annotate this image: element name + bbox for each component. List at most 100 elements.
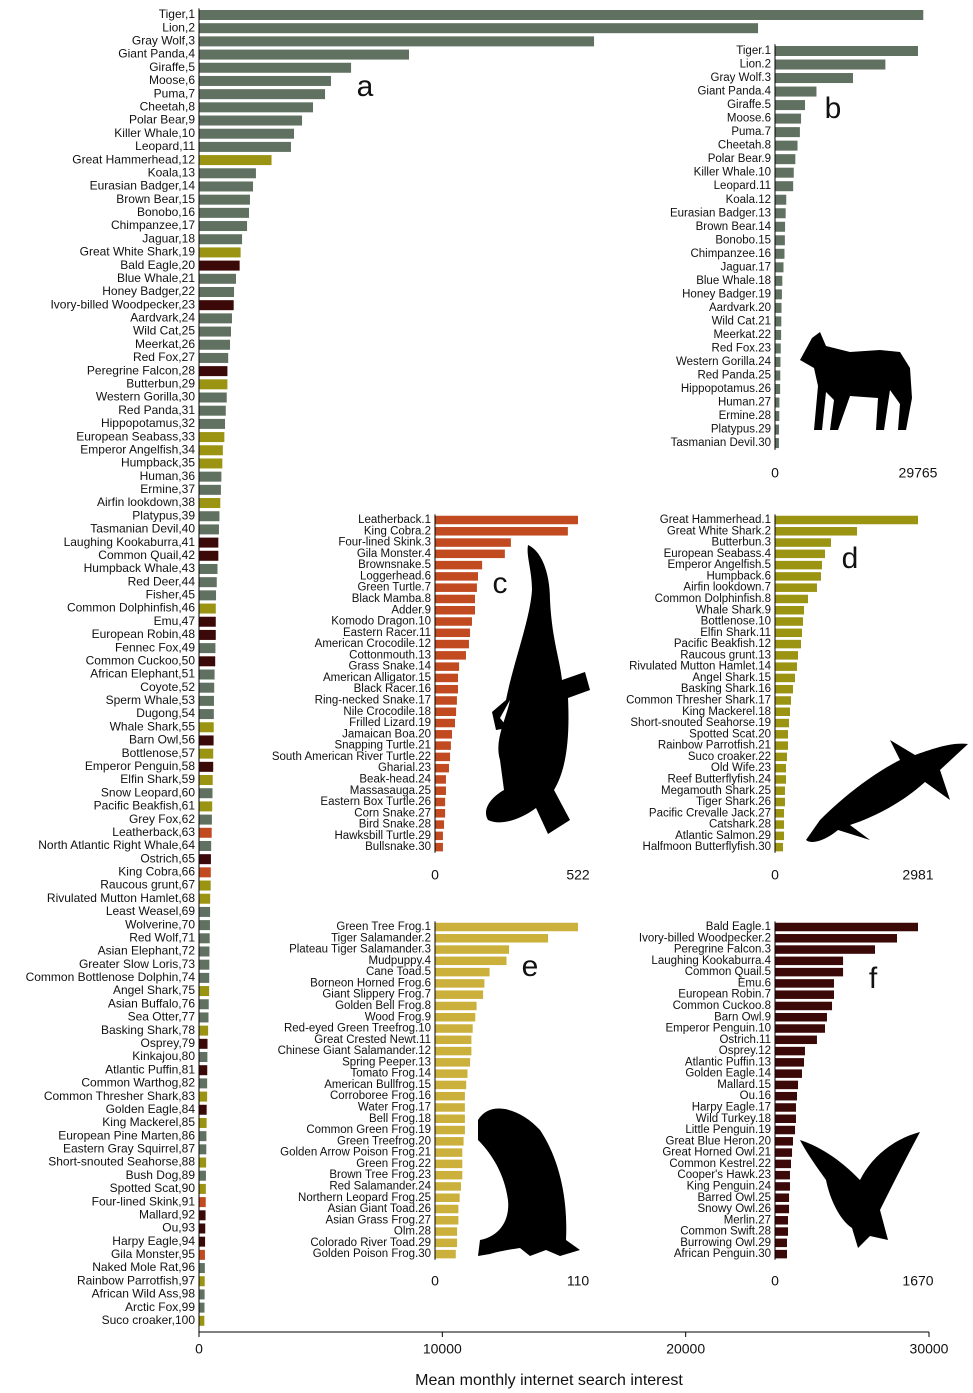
category-label: Gray Wolf,3 bbox=[132, 34, 195, 48]
x-tick-label: 0 bbox=[771, 867, 779, 883]
bar bbox=[435, 945, 509, 954]
category-label: Koala,13 bbox=[148, 165, 196, 179]
bar bbox=[775, 809, 784, 818]
bar bbox=[435, 1013, 475, 1022]
category-label: Spotted Scat,90 bbox=[110, 1181, 196, 1195]
bar bbox=[199, 920, 210, 930]
category-label: European Robin,48 bbox=[92, 627, 196, 641]
bar bbox=[775, 786, 785, 795]
category-label: Wolverine,70 bbox=[125, 917, 195, 931]
category-label: Greater Slow Loris,73 bbox=[79, 957, 195, 971]
category-label: Rainbow Parrotfish.21 bbox=[658, 740, 771, 752]
bar bbox=[199, 815, 212, 825]
bar bbox=[775, 154, 795, 164]
category-label: Golden Poison Frog.30 bbox=[313, 1248, 431, 1260]
bar bbox=[775, 1239, 787, 1248]
bar bbox=[435, 968, 490, 977]
category-label: Great Blue Heron.20 bbox=[666, 1135, 771, 1147]
bar bbox=[199, 973, 209, 983]
x-tick-label: 0 bbox=[771, 465, 779, 481]
category-label: Giraffe.5 bbox=[727, 99, 771, 111]
category-label: Red-eyed Green Treefrog.10 bbox=[284, 1023, 431, 1035]
bar bbox=[199, 155, 272, 165]
bar bbox=[775, 1193, 789, 1202]
category-label: Bald Eagle,20 bbox=[120, 258, 195, 272]
category-label: King Cobra.2 bbox=[364, 525, 431, 537]
bar bbox=[775, 527, 857, 536]
category-label: Butterbun,29 bbox=[126, 376, 195, 390]
bar bbox=[199, 287, 234, 297]
bar bbox=[199, 1078, 207, 1088]
category-label: Red Deer,44 bbox=[128, 574, 196, 588]
category-label: European Seabass.4 bbox=[664, 548, 772, 560]
category-label: Elfin Shark,59 bbox=[120, 772, 195, 786]
bar bbox=[775, 550, 825, 559]
category-label: Black Racer.16 bbox=[354, 683, 431, 695]
bar bbox=[775, 595, 808, 604]
bar bbox=[435, 1002, 477, 1011]
category-label: North Atlantic Right Whale,64 bbox=[38, 838, 195, 852]
bar bbox=[775, 1148, 792, 1157]
category-label: Suco croaker,100 bbox=[102, 1313, 196, 1327]
bar bbox=[199, 841, 211, 851]
category-label: Halfmoon Butterflyfish.30 bbox=[643, 841, 771, 853]
category-label: Great Hammerhead,12 bbox=[72, 152, 195, 166]
category-label: Barn Owl,56 bbox=[129, 733, 195, 747]
bar bbox=[199, 327, 231, 337]
bar bbox=[775, 640, 801, 649]
bar bbox=[199, 1223, 205, 1233]
bar bbox=[775, 303, 782, 313]
category-label: Fisher,45 bbox=[146, 588, 196, 602]
bar bbox=[775, 1126, 795, 1135]
bar bbox=[199, 1158, 206, 1168]
category-label: Merlin.27 bbox=[724, 1214, 771, 1226]
bar bbox=[435, 1069, 468, 1078]
bar bbox=[775, 685, 793, 694]
category-label: Humpback,35 bbox=[121, 456, 195, 470]
bar bbox=[199, 946, 209, 956]
bar bbox=[775, 425, 779, 435]
category-label: Red Fox.23 bbox=[712, 342, 771, 354]
category-label: Ring-necked Snake.17 bbox=[315, 695, 431, 707]
bar bbox=[199, 168, 256, 178]
category-label: American Bullfrog.15 bbox=[324, 1079, 431, 1091]
category-label: Western Gorilla,30 bbox=[96, 390, 195, 404]
category-label: Ivory-billed Woodpecker.2 bbox=[639, 932, 771, 944]
bar bbox=[775, 516, 918, 525]
bar bbox=[199, 788, 213, 798]
x-tick-label: 0 bbox=[771, 1273, 779, 1289]
category-label: Common Cuckoo,50 bbox=[86, 653, 196, 667]
bar bbox=[775, 957, 843, 966]
category-label: King Mackerel.18 bbox=[682, 706, 771, 718]
category-label: Fennec Fox,49 bbox=[115, 640, 195, 654]
bar bbox=[775, 945, 875, 954]
bar bbox=[199, 1276, 205, 1286]
bar bbox=[435, 696, 457, 705]
category-label: Human,36 bbox=[140, 469, 196, 483]
bar bbox=[199, 10, 923, 20]
category-label: Ermine.28 bbox=[719, 410, 771, 422]
category-label: Common Green Frog.19 bbox=[306, 1124, 431, 1136]
category-label: Tiger Salamander.2 bbox=[331, 932, 431, 944]
category-label: Ostrich.11 bbox=[719, 1034, 771, 1046]
category-label: Barn Owl.9 bbox=[714, 1011, 771, 1023]
category-label: Blue Whale,21 bbox=[117, 271, 195, 285]
bar bbox=[435, 617, 472, 626]
category-label: Moose.6 bbox=[727, 113, 771, 125]
category-label: Common Thresher Shark.17 bbox=[626, 695, 771, 707]
category-label: Giraffe,5 bbox=[149, 60, 195, 74]
category-label: Giant Panda,4 bbox=[118, 47, 195, 61]
category-label: Brown Tree Frog.23 bbox=[329, 1169, 431, 1181]
category-label: Green Tree Frog.1 bbox=[336, 921, 431, 933]
category-label: Common Kestrel.22 bbox=[669, 1158, 771, 1170]
category-label: Leatherback,63 bbox=[112, 825, 195, 839]
bar bbox=[199, 1131, 206, 1141]
chart: Tiger,1Lion,2Gray Wolf,3Giant Panda,4Gir… bbox=[0, 0, 973, 1393]
bar bbox=[775, 572, 821, 581]
bar bbox=[775, 753, 787, 762]
bar bbox=[199, 511, 219, 521]
category-label: Gharial.23 bbox=[378, 762, 431, 774]
bar bbox=[435, 685, 458, 694]
category-label: Whale Shark,55 bbox=[110, 719, 196, 733]
category-label: Green Frog.22 bbox=[356, 1158, 431, 1170]
